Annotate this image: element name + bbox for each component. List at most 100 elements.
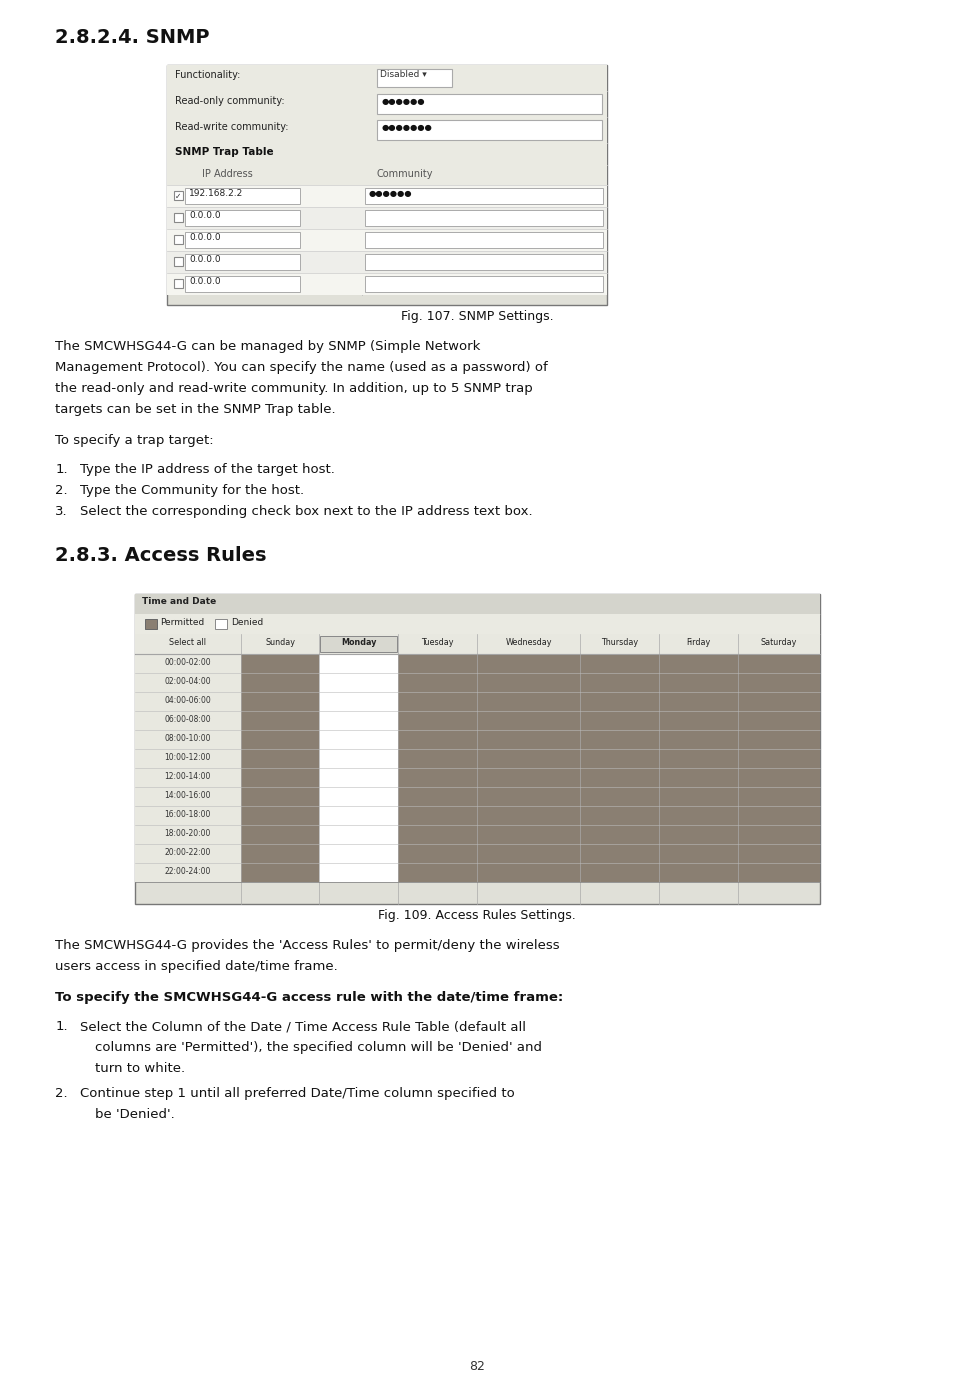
- Bar: [397, 730, 476, 750]
- Bar: [319, 806, 397, 824]
- Text: Community: Community: [376, 169, 433, 179]
- Bar: [167, 143, 606, 165]
- Bar: [240, 768, 319, 787]
- Text: 0.0.0.0: 0.0.0.0: [189, 211, 220, 221]
- Bar: [579, 711, 659, 730]
- Bar: [135, 594, 820, 613]
- Bar: [320, 636, 396, 652]
- Bar: [737, 824, 820, 844]
- Bar: [476, 711, 579, 730]
- Text: users access in specified date/time frame.: users access in specified date/time fram…: [55, 960, 337, 973]
- Text: Firday: Firday: [685, 638, 710, 647]
- Bar: [397, 844, 476, 863]
- Text: Tuesday: Tuesday: [420, 638, 454, 647]
- Bar: [737, 844, 820, 863]
- Text: ●●●●●●: ●●●●●●: [369, 189, 412, 198]
- Bar: [167, 165, 606, 185]
- Bar: [135, 844, 240, 863]
- Text: SNMP Trap Table: SNMP Trap Table: [174, 147, 274, 157]
- Text: 04:00-06:00: 04:00-06:00: [164, 695, 211, 705]
- Bar: [135, 634, 820, 654]
- Bar: [135, 693, 240, 711]
- Text: be 'Denied'.: be 'Denied'.: [95, 1108, 175, 1122]
- Bar: [240, 730, 319, 750]
- Bar: [476, 768, 579, 787]
- Text: ✓: ✓: [175, 192, 181, 201]
- Bar: [737, 768, 820, 787]
- Bar: [135, 750, 240, 768]
- Bar: [173, 257, 183, 266]
- Bar: [319, 787, 397, 806]
- Bar: [365, 210, 602, 226]
- Text: 18:00-20:00: 18:00-20:00: [165, 829, 211, 838]
- Bar: [135, 806, 240, 824]
- Text: Fig. 107. SNMP Settings.: Fig. 107. SNMP Settings.: [400, 310, 553, 323]
- Bar: [579, 730, 659, 750]
- Bar: [135, 768, 240, 787]
- Bar: [167, 92, 606, 117]
- Bar: [319, 654, 397, 673]
- Text: Type the Community for the host.: Type the Community for the host.: [80, 484, 304, 497]
- Bar: [476, 824, 579, 844]
- Bar: [185, 232, 299, 248]
- Bar: [135, 654, 240, 673]
- Text: 192.168.2.2: 192.168.2.2: [189, 189, 243, 198]
- Bar: [240, 750, 319, 768]
- Bar: [319, 673, 397, 693]
- Bar: [319, 693, 397, 711]
- Text: Select the Column of the Date / Time Access Rule Table (default all: Select the Column of the Date / Time Acc…: [80, 1020, 526, 1033]
- Text: Saturday: Saturday: [760, 638, 796, 647]
- Text: To specify the SMCWHSG44-G access rule with the date/time frame:: To specify the SMCWHSG44-G access rule w…: [55, 991, 563, 1004]
- Text: Time and Date: Time and Date: [142, 597, 216, 607]
- Bar: [185, 276, 299, 291]
- Bar: [135, 787, 240, 806]
- Text: 82: 82: [469, 1360, 484, 1373]
- Bar: [173, 192, 183, 200]
- Text: 06:00-08:00: 06:00-08:00: [164, 715, 211, 725]
- Text: 20:00-22:00: 20:00-22:00: [165, 848, 211, 856]
- Bar: [167, 229, 606, 251]
- Bar: [579, 693, 659, 711]
- Bar: [579, 787, 659, 806]
- Text: the read-only and read-write community. In addition, up to 5 SNMP trap: the read-only and read-write community. …: [55, 382, 533, 396]
- Bar: [135, 673, 240, 693]
- Text: Select all: Select all: [169, 638, 206, 647]
- Bar: [397, 787, 476, 806]
- Bar: [376, 69, 452, 87]
- Bar: [659, 673, 737, 693]
- Bar: [579, 844, 659, 863]
- Text: Continue step 1 until all preferred Date/Time column specified to: Continue step 1 until all preferred Date…: [80, 1087, 515, 1101]
- Bar: [476, 673, 579, 693]
- Text: 1.: 1.: [55, 1020, 68, 1033]
- Text: Thursday: Thursday: [600, 638, 638, 647]
- Bar: [135, 613, 820, 634]
- Text: 12:00-14:00: 12:00-14:00: [165, 772, 211, 781]
- Bar: [737, 693, 820, 711]
- Bar: [167, 251, 606, 273]
- Text: Read-only community:: Read-only community:: [174, 96, 284, 105]
- Text: ●●●●●●: ●●●●●●: [381, 97, 425, 105]
- Bar: [737, 806, 820, 824]
- Bar: [145, 619, 157, 629]
- Bar: [365, 187, 602, 204]
- Bar: [397, 750, 476, 768]
- Text: Permitted: Permitted: [160, 618, 204, 627]
- Bar: [397, 824, 476, 844]
- Text: 16:00-18:00: 16:00-18:00: [165, 811, 211, 819]
- Bar: [737, 654, 820, 673]
- Bar: [579, 824, 659, 844]
- Text: The SMCWHSG44-G provides the 'Access Rules' to permit/deny the wireless: The SMCWHSG44-G provides the 'Access Rul…: [55, 940, 559, 952]
- Text: Fig. 109. Access Rules Settings.: Fig. 109. Access Rules Settings.: [377, 909, 576, 922]
- Bar: [579, 654, 659, 673]
- Bar: [476, 787, 579, 806]
- Text: To specify a trap target:: To specify a trap target:: [55, 434, 213, 447]
- Bar: [173, 279, 183, 287]
- Text: Select the corresponding check box next to the IP address text box.: Select the corresponding check box next …: [80, 505, 533, 518]
- Bar: [659, 654, 737, 673]
- Text: 2.8.2.4. SNMP: 2.8.2.4. SNMP: [55, 28, 210, 47]
- Bar: [319, 844, 397, 863]
- Bar: [135, 824, 240, 844]
- Bar: [173, 212, 183, 222]
- Bar: [737, 673, 820, 693]
- Bar: [240, 844, 319, 863]
